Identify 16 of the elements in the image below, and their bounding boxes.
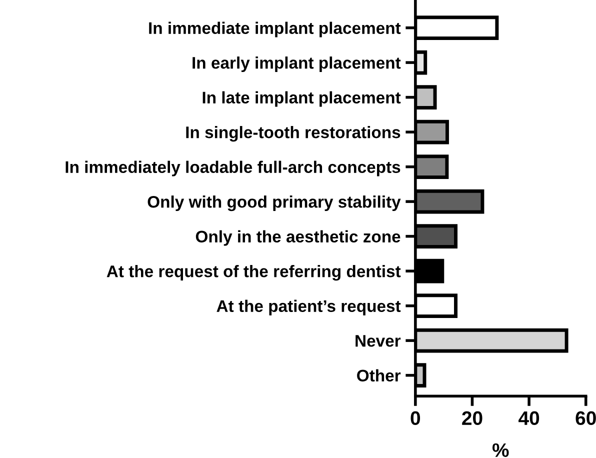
- y-tick-label: At the request of the referring dentist: [106, 265, 401, 281]
- x-tick-label: 20: [462, 411, 482, 426]
- y-tick-label: In early implant placement: [192, 56, 401, 72]
- y-tick-label: In immediately loadable full-arch concepts: [66, 160, 400, 176]
- y-tick-label: At the patient’s request: [216, 300, 401, 316]
- y-tick-label: Other: [357, 369, 401, 382]
- y-tick-label: Never: [356, 335, 401, 347]
- x-axis-title: %: [492, 443, 509, 458]
- y-tick-label: In late implant placement: [202, 91, 401, 107]
- y-tick-label: In immediate implant placement: [149, 22, 401, 38]
- x-tick-label: 40: [518, 411, 540, 426]
- x-tick-label: 60: [576, 411, 596, 426]
- x-tick-label: 0: [410, 411, 420, 426]
- y-tick-label: Only in the aesthetic zone: [196, 230, 400, 246]
- y-tick-label: In single-tooth restorations: [186, 126, 400, 142]
- y-tick-label: Only with good primary stability: [148, 196, 401, 212]
